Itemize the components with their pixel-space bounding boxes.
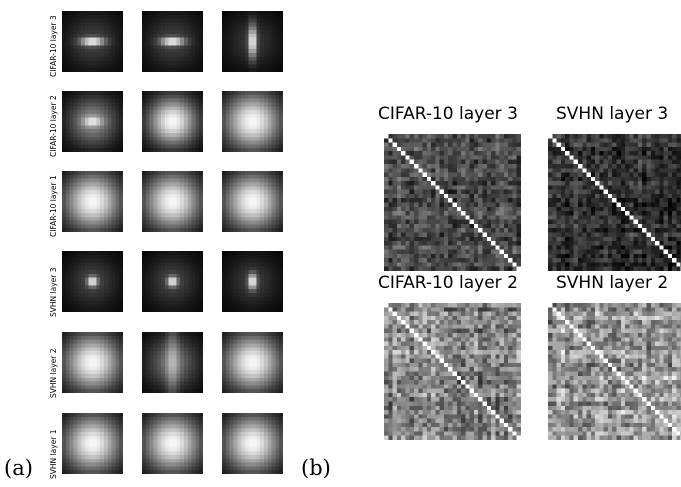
row-label-4: SVHN layer 3 bbox=[49, 267, 58, 318]
kernel-image bbox=[62, 413, 123, 474]
matrix-title: SVHN layer 3 bbox=[556, 104, 669, 124]
kernel-image bbox=[62, 11, 123, 72]
kernel-image bbox=[62, 91, 123, 152]
kernel-image bbox=[222, 11, 283, 72]
kernel-image bbox=[222, 413, 283, 474]
kernel-image bbox=[142, 91, 203, 152]
kernel-image bbox=[142, 332, 203, 393]
kernel-image bbox=[222, 332, 283, 393]
panel-a-label: (a) bbox=[4, 456, 33, 480]
similarity-matrix bbox=[384, 134, 521, 271]
row-label-6: SVHN layer 1 bbox=[49, 429, 58, 480]
similarity-matrix bbox=[548, 134, 681, 271]
row-label-1: CIFAR-10 layer 3 bbox=[49, 15, 58, 77]
row-label-2: CIFAR-10 layer 2 bbox=[49, 95, 58, 157]
kernel-image bbox=[222, 251, 283, 312]
matrix-title: SVHN layer 2 bbox=[556, 273, 669, 293]
panel-b-label: (b) bbox=[301, 456, 331, 480]
matrix-title: CIFAR-10 layer 3 bbox=[378, 104, 518, 124]
kernel-image bbox=[142, 11, 203, 72]
similarity-matrix bbox=[384, 303, 521, 440]
kernel-image bbox=[142, 171, 203, 232]
kernel-image bbox=[142, 413, 203, 474]
matrix-title: CIFAR-10 layer 2 bbox=[378, 273, 518, 293]
kernel-image bbox=[222, 171, 283, 232]
kernel-image bbox=[62, 251, 123, 312]
similarity-matrix bbox=[548, 303, 681, 440]
kernel-image bbox=[62, 332, 123, 393]
kernel-image bbox=[142, 251, 203, 312]
kernel-image bbox=[222, 91, 283, 152]
kernel-image bbox=[62, 171, 123, 232]
row-label-5: SVHN layer 2 bbox=[49, 348, 58, 399]
row-label-3: CIFAR-10 layer 1 bbox=[49, 175, 58, 237]
